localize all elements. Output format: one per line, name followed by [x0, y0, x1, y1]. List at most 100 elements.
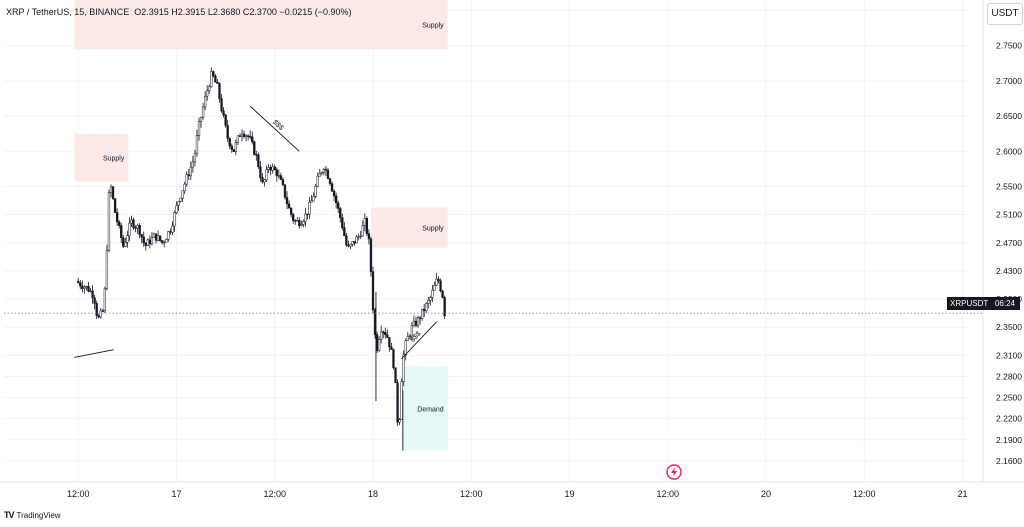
- candle-body: [99, 310, 102, 318]
- candle-body: [382, 331, 385, 333]
- x-tick-label: 12:00: [656, 489, 679, 499]
- low-value: L2.3680: [207, 7, 241, 17]
- candle-body: [146, 239, 149, 246]
- supply-zone: [74, 0, 448, 50]
- candle-body: [429, 297, 432, 301]
- candle-body: [91, 290, 94, 299]
- candle-body: [210, 71, 213, 88]
- candle-body: [216, 81, 219, 84]
- candle-body: [306, 213, 309, 216]
- candle-body: [181, 190, 184, 199]
- candle-body: [230, 145, 233, 150]
- candle-body: [443, 297, 446, 317]
- currency-button[interactable]: USDT: [987, 3, 1023, 25]
- candle-body: [316, 175, 319, 187]
- candle-body: [156, 235, 160, 241]
- candle-body: [404, 340, 407, 356]
- candle-body: [150, 237, 154, 245]
- candle-body: [226, 125, 229, 139]
- candle-body: [124, 242, 127, 247]
- candle-body: [95, 303, 98, 316]
- candle-body: [224, 114, 227, 126]
- candle-body: [332, 190, 336, 197]
- candle-body: [289, 207, 293, 215]
- candle-body: [292, 214, 295, 221]
- candle-body: [120, 225, 123, 238]
- candle-body: [259, 166, 262, 178]
- candle-body: [312, 196, 315, 202]
- liquidity-line: [401, 321, 438, 360]
- candle-body: [388, 337, 391, 348]
- x-tick-label: 12:00: [853, 489, 876, 499]
- candle-body: [249, 136, 252, 138]
- candle-body: [197, 121, 201, 136]
- candle-body: [167, 231, 170, 240]
- candle-body: [79, 282, 82, 287]
- candle-body: [158, 235, 162, 241]
- candle-body: [414, 320, 418, 326]
- candle-body: [214, 75, 217, 83]
- candle-body: [118, 221, 121, 226]
- candle-body: [179, 197, 182, 202]
- candle-body: [163, 242, 166, 244]
- candle-body: [187, 174, 190, 177]
- candle-body: [433, 285, 436, 291]
- candle-body: [103, 288, 107, 312]
- candle-body: [294, 220, 297, 222]
- candle-body: [265, 169, 268, 181]
- candle-body: [175, 205, 178, 213]
- y-tick-label: 2.4300: [996, 266, 1022, 276]
- candle-body: [130, 219, 133, 224]
- candle-body: [113, 198, 117, 213]
- candle-body: [371, 271, 375, 311]
- candle-body: [345, 235, 348, 246]
- candle-body: [418, 317, 422, 320]
- candle-body: [244, 135, 248, 137]
- candle-body: [138, 225, 141, 235]
- candle-body: [246, 135, 250, 137]
- candle-body: [375, 334, 379, 351]
- candle-body: [191, 161, 195, 168]
- candle-body: [204, 95, 207, 108]
- candle-body: [126, 235, 129, 243]
- candle-body: [236, 135, 240, 143]
- y-tick-label: 2.1600: [996, 456, 1022, 466]
- candle-body: [242, 133, 246, 137]
- candle-body: [386, 334, 389, 338]
- candle-body: [437, 278, 440, 282]
- candle-body: [402, 354, 405, 382]
- annotation-layer: $$$$$$: [4, 105, 983, 360]
- candle-body: [189, 166, 192, 177]
- candle-body: [406, 336, 409, 341]
- lightning-icon[interactable]: [666, 464, 682, 480]
- candle-body: [132, 219, 135, 228]
- candle-body: [185, 174, 188, 185]
- candle-body: [105, 250, 109, 290]
- candle-body: [85, 285, 88, 288]
- candle-body: [232, 149, 235, 152]
- candle-body: [183, 183, 186, 192]
- candle-body: [144, 242, 147, 246]
- candle-body: [310, 200, 313, 203]
- candle-body: [359, 235, 362, 238]
- candle-body: [408, 335, 411, 338]
- candle-body: [228, 138, 231, 147]
- tradingview-logo-icon[interactable]: TV: [4, 510, 14, 520]
- candle-body: [89, 290, 92, 293]
- y-tick-label: 2.3100: [996, 350, 1022, 360]
- candle-body: [240, 133, 244, 137]
- candle-body: [97, 315, 100, 318]
- symbol-label: XRP / TetherUS, 15, BINANCE: [6, 7, 130, 17]
- liquidity-label: $$$: [271, 119, 284, 132]
- high-value: H2.3915: [171, 7, 206, 17]
- candle-body: [377, 339, 381, 351]
- candle-body: [140, 234, 143, 238]
- y-tick-label: 2.1900: [996, 435, 1022, 445]
- candle-body: [279, 175, 283, 180]
- candle-body: [271, 166, 274, 171]
- candle-body: [273, 166, 276, 171]
- candle-body: [212, 71, 215, 77]
- candle-body: [300, 224, 303, 227]
- candle-body: [283, 184, 287, 198]
